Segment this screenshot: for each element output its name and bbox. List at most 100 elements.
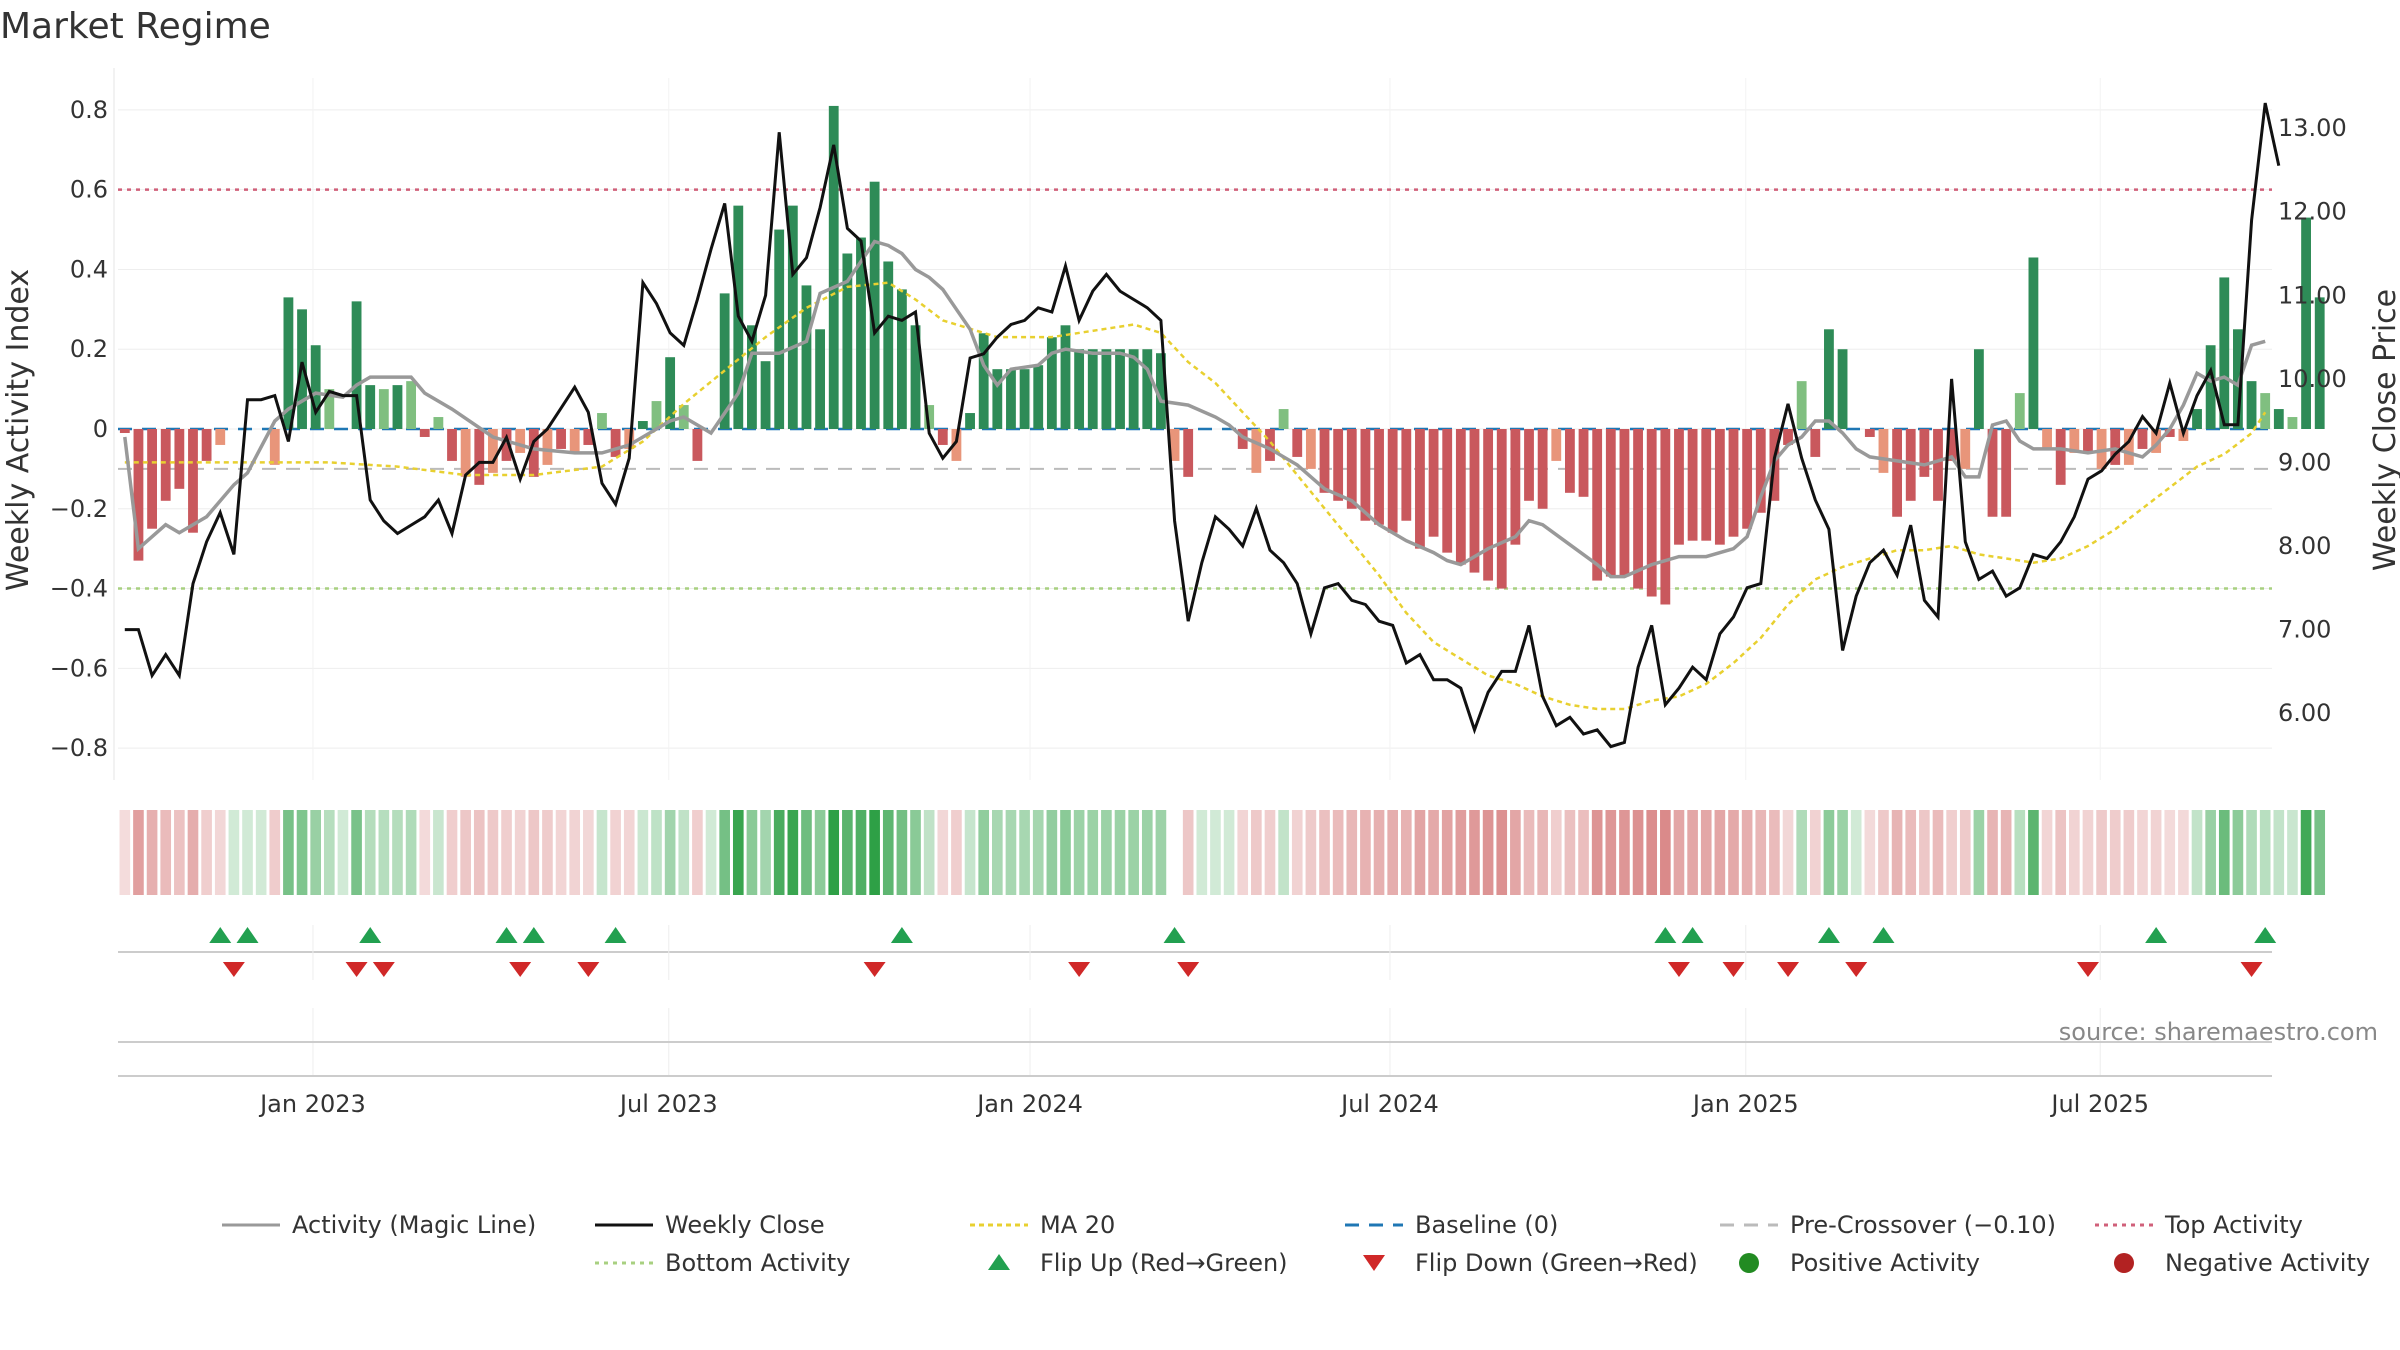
activity-bar [1006,369,1016,429]
right-axis-label: Weekly Close Price [2368,289,2400,571]
regime-cell [364,810,376,895]
right-tick-label: 8.00 [2278,532,2331,560]
regime-cell [596,810,608,895]
flip-down-marker [2240,962,2263,977]
activity-bar [310,345,321,429]
activity-bar [2192,409,2202,429]
activity-bar [2055,429,2066,485]
regime-cell [1223,810,1235,895]
activity-bar [1415,429,1425,549]
regime-cell [964,810,976,895]
x-tick-label: Jan 2023 [258,1090,366,1118]
right-tick-label: 6.00 [2278,699,2331,727]
regime-cell [2218,810,2230,895]
activity-bar [1305,429,1316,469]
regime-cell [1087,810,1099,895]
activity-bar [597,413,607,429]
regime-cell [2096,810,2107,895]
activity-bar [1973,349,1984,429]
activity-bar [1428,429,1439,537]
flip-down-marker [1845,962,1868,977]
activity-bar [147,429,157,529]
regime-cell [419,810,431,895]
regime-cell [1796,810,1807,895]
activity-bar [283,297,294,429]
regime-cell [1196,810,1208,895]
regime-cell [1905,810,1917,895]
activity-bar [1619,429,1630,577]
activity-bar [1033,365,1044,429]
flip-up-marker [604,927,627,943]
x-tick-label: Jan 2025 [1691,1090,1799,1118]
activity-bar [1469,429,1480,573]
activity-bar [1087,349,1098,429]
activity-bar [351,301,362,429]
regime-cell [692,810,703,895]
activity-bar [1646,429,1657,597]
regime-cell [337,810,349,895]
activity-bar [1483,429,1494,581]
legend-swatch-triangle-up [988,1254,1010,1270]
activity-bar [2219,277,2230,429]
activity-bar [1537,429,1548,509]
regime-cell [1237,810,1249,895]
activity-bar [951,429,962,461]
right-tick-label: 11.00 [2278,281,2347,309]
regime-cell [664,810,676,895]
flip-markers [118,925,2277,980]
regime-cell [1332,810,1344,895]
activity-bar [1101,349,1112,429]
activity-bar [2028,257,2039,429]
flip-down-marker [2076,962,2099,977]
regime-cell [1032,810,1044,895]
regime-cell [1605,810,1617,895]
reference-lines [118,188,2272,590]
activity-bar [487,429,498,473]
regime-cell [1060,810,1071,895]
activity-bar [1864,429,1875,437]
regime-cell [1046,810,1058,895]
weekly-close-line [124,102,2281,749]
legend-top-activity: Top Activity [2095,1211,2303,1239]
right-tick-label: 12.00 [2278,198,2347,226]
activity-bar [924,405,935,429]
activity-bar [119,429,130,433]
regime-cell [1523,810,1535,895]
activity-bar [869,181,880,429]
activity-bar [2014,393,2025,429]
activity-bar [992,369,1003,429]
activity-bar [2314,297,2325,429]
regime-cell [2300,810,2312,895]
activity-bar [1019,369,1030,429]
activity-bar [378,389,389,429]
activity-bar [2083,429,2093,453]
activity-bar [406,381,417,429]
regime-cell [869,810,880,895]
regime-cell [1864,810,1876,895]
regime-cell [828,810,840,895]
activity-bar [2001,429,2012,517]
flip-down-marker [577,962,600,977]
activity-bar [2110,429,2121,465]
activity-bar [433,417,444,429]
legend-label: Baseline (0) [1415,1211,1558,1239]
activity-bar [965,413,975,429]
regime-cell [133,810,144,895]
legend-swatch-dot [2114,1253,2134,1273]
regime-cell [255,810,267,895]
right-tick-label: 7.00 [2278,616,2331,644]
chart-title: Market Regime [0,6,271,47]
regime-cell [1360,810,1371,895]
activity-bar [1878,429,1889,473]
activity-bar [1987,429,1998,517]
regime-cell [1782,810,1794,895]
regime-cell [1155,810,1167,895]
activity-bar [2151,429,2162,453]
activity-bar [1551,429,1562,461]
regime-cell [1128,810,1139,895]
left-tick-label: 0.8 [70,96,108,124]
activity-bar [474,429,485,485]
regime-cell [1210,810,1221,895]
regime-cell [1741,810,1753,895]
flip-up-marker [1654,927,1677,943]
